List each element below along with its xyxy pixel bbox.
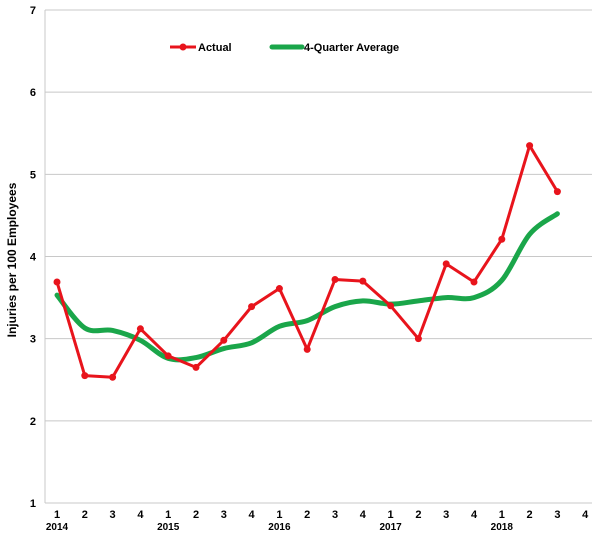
y-tick-label: 3: [30, 334, 36, 346]
x-tick-label: 2: [304, 509, 310, 521]
x-year-label: 2016: [268, 522, 291, 533]
x-tick-label: 2: [82, 509, 88, 521]
data-point: [442, 260, 450, 268]
x-tick-label: 1: [276, 509, 282, 521]
x-tick-label: 3: [554, 509, 560, 521]
y-tick-labels: 1 2 3 4 5 6 7: [30, 5, 37, 510]
x-year-label: 2017: [379, 522, 402, 533]
data-point: [331, 276, 339, 284]
x-tick-label: 4: [249, 509, 256, 521]
x-tick-label: 4: [471, 509, 478, 521]
x-tick-label: 3: [221, 509, 227, 521]
y-tick-label: 4: [30, 252, 37, 264]
data-point: [387, 302, 395, 310]
x-tick-label: 1: [165, 509, 171, 521]
x-tick-label: 1: [499, 509, 505, 521]
x-year-label: 2014: [46, 522, 69, 533]
x-tick-label: 1: [388, 509, 394, 521]
y-tick-label: 7: [30, 5, 36, 17]
data-point: [526, 142, 534, 150]
data-point: [81, 372, 89, 380]
legend-marker-actual: [179, 43, 187, 51]
legend-label-actual: Actual: [198, 42, 232, 54]
x-tick-label: 3: [443, 509, 449, 521]
x-tick-label: 2: [527, 509, 533, 521]
series-line-average: [54, 211, 560, 363]
data-point: [109, 373, 117, 381]
x-tick-labels: 1 2 3 4 1 2 3 4 1 2 3 4 1 2 3 4 1 2 3 4 2014 2015 2016 2017 2018: [46, 509, 589, 533]
data-point: [470, 278, 478, 286]
data-point: [303, 345, 311, 353]
data-point: [275, 285, 283, 293]
y-axis-label: Injuries per 100 Employees: [5, 182, 19, 337]
x-tick-label: 2: [415, 509, 421, 521]
x-tick-label: 4: [360, 509, 367, 521]
x-tick-label: 4: [137, 509, 144, 521]
y-tick-label: 6: [30, 87, 36, 99]
x-tick-label: 3: [332, 509, 338, 521]
x-year-label: 2018: [491, 522, 514, 533]
x-year-label: 2015: [157, 522, 180, 533]
x-tick-label: 3: [110, 509, 116, 521]
legend-label-average: 4-Quarter Average: [304, 42, 399, 54]
x-tick-label: 2: [193, 509, 199, 521]
y-tick-label: 5: [30, 169, 36, 181]
x-tick-label: 1: [54, 509, 60, 521]
x-tick-label: 4: [582, 509, 589, 521]
data-point: [359, 277, 367, 285]
data-point: [136, 325, 144, 333]
data-point: [414, 335, 422, 343]
data-point: [53, 278, 61, 286]
y-tick-label: 1: [30, 498, 36, 510]
data-point: [248, 303, 256, 311]
data-point: [220, 336, 228, 344]
data-point: [498, 235, 506, 243]
data-point: [192, 363, 200, 371]
data-point: [553, 188, 561, 196]
series-layer: [53, 142, 561, 381]
legend: Actual 4-Quarter Average: [170, 42, 399, 54]
data-point: [164, 352, 172, 360]
y-tick-label: 2: [30, 416, 36, 428]
